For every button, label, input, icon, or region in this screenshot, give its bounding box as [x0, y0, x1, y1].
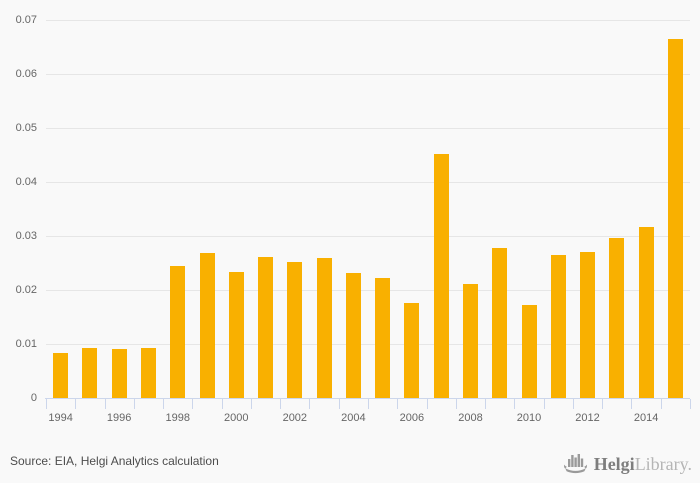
bar-1999[interactable]: [199, 253, 215, 398]
bar-2005[interactable]: [375, 277, 391, 398]
y-axis-label: 0.06: [15, 67, 37, 80]
bar-2006[interactable]: [404, 302, 420, 398]
x-axis-label: 1996: [106, 412, 132, 424]
bar-chart: 0 0.01 0.02 0.03 0.04 0.05 0.06 0.07 1994 1996 199…: [15, 13, 691, 424]
logo-brand-bold: Helgi: [593, 454, 635, 474]
bar-2000[interactable]: [228, 271, 244, 398]
bar-2010[interactable]: [521, 304, 537, 398]
y-axis-label: 0.05: [15, 121, 37, 134]
bar-2007[interactable]: [433, 153, 449, 398]
x-axis-tick: [543, 399, 545, 409]
x-axis-tick: [280, 399, 282, 409]
y-axis-label: 0: [30, 391, 37, 404]
bar-2013[interactable]: [609, 238, 625, 398]
x-axis-label: 2008: [458, 412, 483, 424]
x-axis-tick: [631, 399, 633, 409]
bar-1997[interactable]: [140, 348, 156, 398]
x-axis-tick: [309, 399, 311, 409]
gridline: [46, 343, 690, 345]
y-axis-label: 0.03: [15, 229, 37, 242]
gridline: [46, 289, 690, 291]
x-axis-label: 2002: [282, 412, 308, 424]
x-axis-label: 2000: [224, 412, 249, 424]
bar-2012[interactable]: [580, 252, 596, 398]
logo-brand-light: Library.: [634, 454, 692, 474]
source-text: Source: EIA, Helgi Analytics calculation: [10, 454, 219, 468]
bar-2014[interactable]: [638, 226, 654, 398]
x-axis-line: [45, 398, 690, 399]
y-axis-label: 0.07: [15, 13, 37, 26]
helgi-ship-icon: [562, 450, 589, 482]
x-axis-tick: [602, 399, 604, 409]
bar-2003[interactable]: [316, 258, 332, 398]
y-axis-label: 0.02: [15, 283, 37, 296]
y-axis-label: 0.04: [15, 175, 37, 188]
x-axis-tick: [690, 399, 691, 409]
bar-2001[interactable]: [258, 257, 274, 398]
x-axis-label: 2006: [399, 412, 425, 424]
gridline: [46, 73, 690, 75]
x-axis-label: 1994: [48, 412, 73, 424]
x-axis-tick: [75, 399, 77, 409]
gridline: [46, 235, 690, 237]
bar-2004[interactable]: [345, 272, 361, 398]
bar-1995[interactable]: [82, 348, 98, 398]
x-axis-label: 2010: [516, 412, 542, 424]
x-axis-tick: [514, 399, 516, 409]
gridline: [46, 19, 690, 21]
x-axis-tick: [368, 399, 369, 409]
gridline: [46, 181, 690, 183]
x-axis-tick: [455, 399, 457, 409]
gridline: [46, 127, 690, 129]
x-axis-tick: [250, 399, 252, 409]
x-axis-tick: [221, 399, 223, 409]
x-axis-label: 1998: [165, 412, 190, 424]
chart-footer: Source: EIA, Helgi Analytics calculation: [0, 440, 700, 483]
x-axis-tick: [338, 399, 340, 409]
bar-2002[interactable]: [287, 261, 303, 398]
y-axis-label: 0.01: [15, 337, 37, 350]
x-axis-label: 2014: [633, 412, 659, 424]
x-axis-tick: [660, 399, 662, 409]
bar-1996[interactable]: [111, 349, 127, 398]
x-axis-tick: [46, 399, 47, 409]
bar-2009[interactable]: [492, 248, 508, 398]
x-axis-tick: [163, 399, 165, 409]
bar-2011[interactable]: [550, 255, 566, 398]
bar-1994[interactable]: [53, 352, 69, 398]
x-axis-tick: [572, 399, 574, 409]
x-axis-tick: [426, 399, 428, 409]
x-axis-tick: [104, 399, 106, 409]
bar-2008[interactable]: [462, 283, 478, 398]
bar-1998[interactable]: [170, 266, 186, 398]
x-axis-tick: [192, 399, 194, 409]
x-axis-tick: [133, 399, 135, 409]
x-axis-label: 2004: [341, 412, 366, 424]
helgilibrary-logo[interactable]: HelgiLibrary.: [562, 447, 692, 482]
x-axis-tick: [485, 399, 487, 409]
logo-wordmark: HelgiLibrary.: [594, 454, 692, 475]
bar-2015[interactable]: [667, 38, 683, 398]
x-axis-label: 2012: [575, 412, 600, 424]
x-axis-tick: [397, 399, 399, 409]
